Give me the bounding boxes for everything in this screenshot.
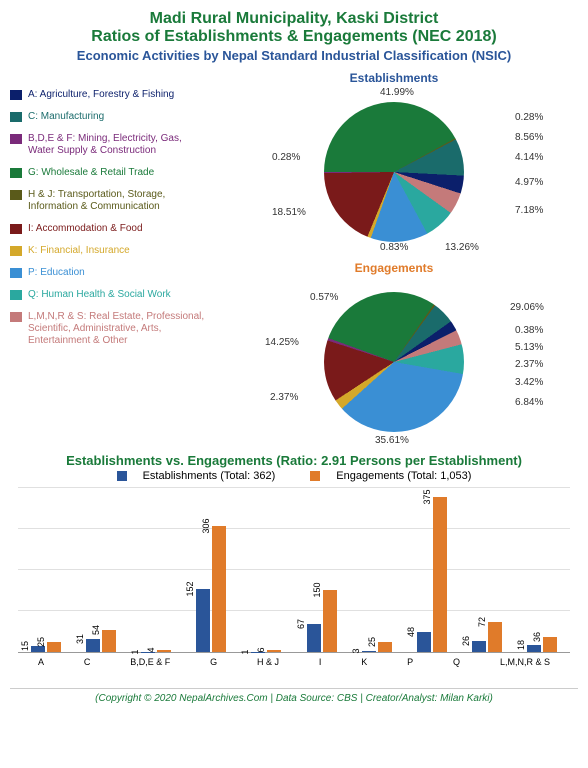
bar-category-label: I	[319, 657, 322, 667]
legend-item: B,D,E & F: Mining, Electricity, Gas, Wat…	[10, 133, 210, 157]
pie-slice-label: 0.28%	[272, 152, 300, 163]
bar-group: 26 72	[472, 622, 502, 652]
pie-slice-label: 35.61%	[375, 435, 409, 446]
bar-group: 31 54	[86, 630, 116, 652]
pie2-title: Engagements	[210, 261, 578, 275]
pie-slice-label: 5.13%	[515, 342, 543, 353]
bar-group: 67 150	[307, 590, 337, 652]
legend-item: H & J: Transportation, Storage, Informat…	[10, 189, 210, 213]
legend-item: K: Financial, Insurance	[10, 245, 210, 257]
footer-credit: (Copyright © 2020 NepalArchives.Com | Da…	[10, 688, 578, 704]
pie-slice-label: 41.99%	[380, 87, 414, 98]
pie-slice-label: 4.97%	[515, 177, 543, 188]
pie-slice-label: 6.84%	[515, 397, 543, 408]
category-legend: A: Agriculture, Forestry & Fishing C: Man…	[10, 71, 210, 447]
bar-category-label: Q	[453, 657, 460, 667]
bar-category-label: C	[84, 657, 91, 667]
pie-establishments: 41.99% 0.28% 8.56% 4.14% 4.97% 7.18% 13.26% 0.8…	[210, 87, 578, 257]
pie-slice-label: 4.14%	[515, 152, 543, 163]
legend-item: A: Agriculture, Forestry & Fishing	[10, 89, 210, 101]
pie-slice-label: 29.06%	[510, 302, 544, 313]
legend-item: Q: Human Health & Social Work	[10, 289, 210, 301]
pie-slice-label: 18.51%	[272, 207, 306, 218]
bar-category-label: K	[361, 657, 367, 667]
title-line2: Ratios of Establishments & Engagements (…	[10, 28, 578, 46]
pie-slice-label: 7.18%	[515, 205, 543, 216]
bar-category-label: H & J	[257, 657, 279, 667]
pie-slice-label: 0.28%	[515, 112, 543, 123]
pie-slice-label: 14.25%	[265, 337, 299, 348]
title-line1: Madi Rural Municipality, Kaski District	[10, 10, 578, 28]
bar-group: 48 375	[417, 497, 447, 652]
pie1-title: Establishments	[210, 71, 578, 85]
bar-group: 15 25	[31, 642, 61, 652]
pie-slice-label: 0.38%	[515, 325, 543, 336]
bar-chart: 15 25 31 54 1 4 152 306 1 6 67 150 3 25 48 375 2…	[10, 488, 578, 678]
pie-slice-label: 13.26%	[445, 242, 479, 253]
bar-group: 152 306	[196, 526, 226, 652]
pie-slice-label: 0.57%	[310, 292, 338, 303]
legend-item: I: Accommodation & Food	[10, 223, 210, 235]
legend-item: L,M,N,R & S: Real Estate, Professional, …	[10, 311, 210, 347]
bar-group: 18 36	[527, 637, 557, 652]
pie-slice-label: 2.37%	[270, 392, 298, 403]
bar-legend: Establishments (Total: 362) Engagements …	[10, 470, 578, 482]
pie-slice-label: 2.37%	[515, 359, 543, 370]
bar-category-label: B,D,E & F	[130, 657, 170, 667]
pie-slice-label: 8.56%	[515, 132, 543, 143]
bar-category-label: L,M,N,R & S	[500, 657, 550, 667]
bar-category-label: P	[407, 657, 413, 667]
bar-group: 1 4	[141, 650, 171, 652]
legend-item: P: Education	[10, 267, 210, 279]
bar-group: 3 25	[362, 642, 392, 652]
bar-chart-title: Establishments vs. Engagements (Ratio: 2…	[10, 453, 578, 468]
subtitle: Economic Activities by Nepal Standard In…	[10, 48, 578, 63]
legend-item: G: Wholesale & Retail Trade	[10, 167, 210, 179]
bar-group: 1 6	[251, 650, 281, 652]
pie-engagements: 29.06% 0.38% 5.13% 2.37% 3.42% 6.84% 35.61% 2.3…	[210, 277, 578, 447]
pie-slice-label: 0.83%	[380, 242, 408, 253]
legend-item: C: Manufacturing	[10, 111, 210, 123]
pie-slice-label: 3.42%	[515, 377, 543, 388]
bar-category-label: A	[38, 657, 44, 667]
bar-category-label: G	[210, 657, 217, 667]
